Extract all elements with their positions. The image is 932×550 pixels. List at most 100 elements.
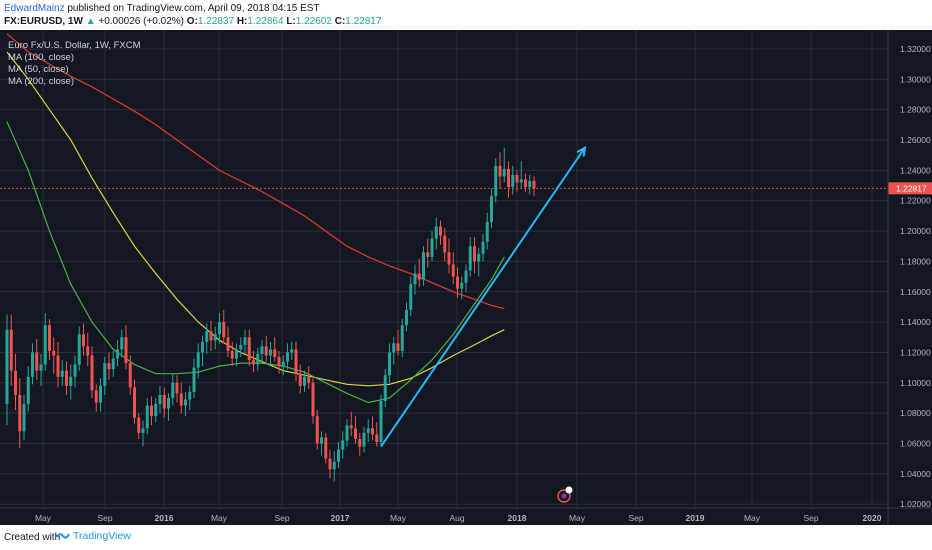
candle-body: [528, 180, 532, 188]
legend-ma100: MA (100, close): [8, 52, 74, 63]
y-tick-label: 1.04000: [900, 469, 931, 479]
candle-body: [290, 349, 294, 353]
trend-arrow-line: [380, 147, 586, 448]
candle-body: [209, 331, 213, 341]
x-tick-label: Sep: [803, 513, 818, 523]
candle-body: [90, 355, 94, 391]
candle-body: [332, 461, 336, 470]
candle-body: [167, 397, 170, 409]
symbol-info: FX:EURUSD, 1W ▲ +0.00026 (+0.02%) O:1.22…: [4, 16, 381, 27]
candle-body: [52, 350, 56, 356]
x-tick-label: 2016: [155, 513, 174, 523]
candle-body: [141, 428, 145, 433]
tradingview-logo-icon: [56, 533, 70, 539]
candle-body: [65, 370, 68, 386]
candle-body: [320, 437, 323, 444]
candle-body: [150, 405, 153, 417]
candle-body: [417, 273, 421, 280]
y-tick-label: 1.18000: [900, 256, 931, 266]
candle-body: [515, 174, 519, 183]
candle-body: [269, 349, 272, 356]
x-tick-label: May: [744, 513, 761, 523]
candle-body: [422, 252, 425, 280]
high-value: 1.22864: [247, 16, 284, 27]
candle-body: [154, 404, 158, 417]
candle-body: [328, 458, 332, 470]
open-value: 1.22837: [197, 16, 235, 27]
candle-body: [315, 416, 319, 444]
candle-body: [464, 270, 468, 283]
candle-body: [22, 404, 26, 432]
x-tick-label: 2019: [686, 513, 705, 523]
candle-body: [396, 343, 400, 351]
candle-body: [99, 385, 102, 403]
candle-body: [337, 449, 340, 462]
candle-body: [430, 238, 434, 257]
candle-body: [18, 394, 22, 432]
chart-area[interactable]: 1.22817 1.32000 1.30000 1.28000 1.26000 1.24…: [0, 30, 932, 525]
candle-body: [107, 363, 111, 370]
low-label: L:: [286, 16, 296, 27]
candle-body: [235, 349, 238, 359]
candle-body: [111, 358, 115, 370]
candle-body: [43, 325, 47, 365]
publish-text: published on TradingView.com, April 09, …: [64, 3, 320, 14]
event-flag-dot-icon: [561, 493, 567, 499]
candle-body: [252, 360, 255, 365]
y-tick-label: 1.16000: [900, 287, 931, 297]
candle-body: [60, 370, 64, 377]
candle-body: [205, 331, 209, 342]
candle-body: [273, 349, 277, 358]
candle-body: [73, 364, 77, 377]
price-change: +0.00026 (+0.02%): [98, 16, 184, 27]
legend-title: Euro Fx/U.S. Dollar, 1W, FXCM: [8, 40, 141, 51]
candle-body: [490, 196, 493, 222]
high-label: H:: [236, 16, 248, 27]
candle-body: [137, 417, 141, 433]
candle-body: [468, 246, 472, 271]
candle-body: [120, 337, 124, 350]
author-link[interactable]: EdwardMainz: [4, 3, 65, 14]
price-chart[interactable]: 1.22817 1.32000 1.30000 1.28000 1.26000 1.24…: [0, 30, 932, 525]
publish-info: EdwardMainz published on TradingView.com…: [4, 3, 320, 14]
candle-body: [9, 329, 13, 371]
candle-body: [192, 367, 196, 392]
footer: Created with TradingView: [0, 525, 932, 550]
last-price-tag: [888, 182, 932, 195]
x-tick-label: May: [211, 513, 228, 523]
candle-body: [218, 322, 221, 335]
candle-body: [362, 432, 366, 447]
x-tick-label: Sep: [97, 513, 112, 523]
chart-legend: Euro Fx/U.S. Dollar, 1W, FXCM MA (100, c…: [8, 40, 141, 88]
y-tick-label: 1.26000: [900, 135, 931, 145]
candle-body: [524, 179, 527, 188]
candle-body: [345, 425, 349, 441]
candle-body: [303, 376, 306, 386]
candle-body: [35, 352, 39, 371]
candle-body: [298, 373, 302, 386]
candle-body: [532, 180, 536, 189]
candle-body: [26, 376, 30, 405]
low-value: 1.22602: [295, 16, 332, 27]
candle-body: [392, 343, 396, 353]
candle-body: [69, 376, 73, 386]
candle-body: [498, 165, 502, 177]
event-flag-icon: [557, 489, 571, 503]
y-tick-label: 1.06000: [900, 439, 931, 449]
chart-header: EdwardMainz published on TradingView.com…: [0, 0, 932, 30]
tradingview-brand[interactable]: TradingView: [56, 530, 131, 542]
ma50-line: [6, 121, 505, 404]
candle-body: [294, 349, 298, 374]
candle-body: [507, 168, 510, 188]
candle-body: [188, 391, 192, 400]
event-count-badge-icon: [565, 486, 573, 494]
candle-body: [494, 165, 498, 197]
candle-body: [366, 428, 370, 433]
candle-body: [277, 357, 281, 367]
candle-body: [413, 273, 417, 285]
candle-body: [171, 382, 175, 398]
candle-body: [179, 393, 183, 406]
candle-body: [103, 363, 107, 386]
candle-body: [409, 284, 413, 310]
candle-body: [162, 394, 166, 409]
